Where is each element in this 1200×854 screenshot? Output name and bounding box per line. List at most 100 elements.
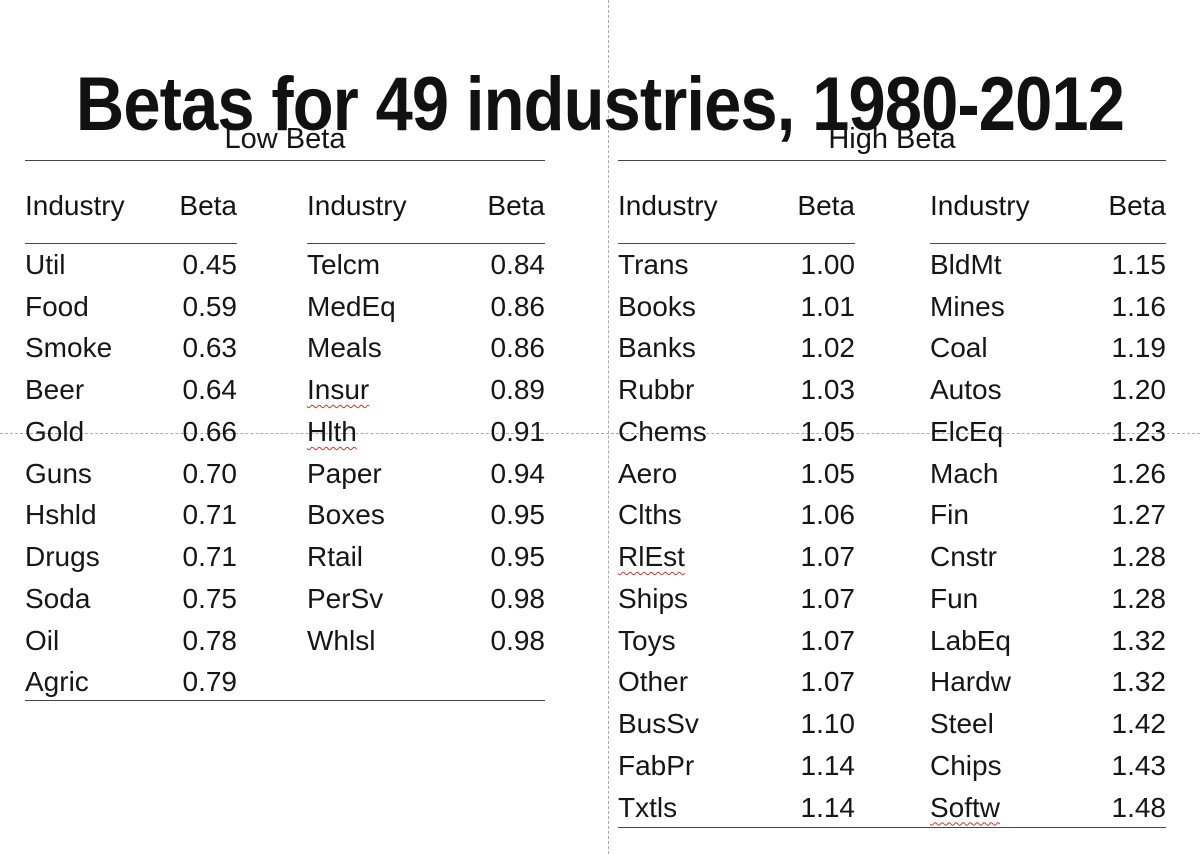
beta-cell: 1.16	[1111, 290, 1167, 322]
beta-cell: 0.98	[490, 624, 546, 656]
beta-cell: 1.23	[1111, 415, 1167, 447]
beta-cell: 0.95	[490, 541, 546, 573]
table-rows: BldMt 1.15 Mines 1.16 Coal 1.19 Autos 1.20 ElcEq…	[930, 244, 1166, 829]
table-row: Drugs 0.71	[25, 536, 237, 578]
table-row: Food 0.59	[25, 286, 237, 328]
high-beta-column-1: Industry Beta Trans 1.00 Books 1.01 Banks 1.0…	[618, 161, 855, 829]
low-beta-section: Low Beta Industry Beta Util 0.45 Food 0.59 S…	[25, 122, 545, 703]
table-row: Oil 0.78	[25, 620, 237, 662]
industry-cell: Rubbr	[618, 374, 695, 406]
table-row: Insur 0.89	[307, 369, 545, 411]
high-beta-column-2: Industry Beta BldMt 1.15 Mines 1.16 Coal 1.19…	[930, 161, 1166, 829]
beta-cell: 1.27	[1111, 499, 1167, 531]
table-row: Whlsl 0.98	[307, 620, 545, 662]
low-beta-bottom-rule	[25, 700, 545, 701]
table-row: BusSv 1.10	[618, 703, 855, 745]
industry-cell: Whlsl	[307, 624, 376, 656]
industry-cell: Hlth	[307, 415, 357, 447]
industry-header: Industry	[25, 190, 125, 221]
industry-cell: Paper	[307, 457, 382, 489]
table-row: Hlth 0.91	[307, 411, 545, 453]
industry-cell: Agric	[25, 666, 89, 698]
table-row: Trans 1.00	[618, 244, 855, 286]
beta-cell: 1.32	[1111, 624, 1167, 656]
table-row: Books 1.01	[618, 286, 855, 328]
table-row: Paper 0.94	[307, 453, 545, 495]
beta-cell: 1.28	[1111, 541, 1167, 573]
beta-cell: 0.71	[182, 499, 238, 531]
table-row: MedEq 0.86	[307, 286, 545, 328]
industry-cell: Mines	[930, 290, 1005, 322]
industry-cell: Txtls	[618, 791, 678, 823]
industry-header: Industry	[307, 190, 407, 221]
table-row: ElcEq 1.23	[930, 411, 1166, 453]
industry-cell: BldMt	[930, 248, 1002, 280]
column-header: Industry Beta	[930, 189, 1166, 244]
industry-cell: Hardw	[930, 666, 1011, 698]
beta-cell: 1.07	[800, 541, 856, 573]
table-row: Soda 0.75	[25, 578, 237, 620]
industry-cell: Boxes	[307, 499, 385, 531]
table-row: Other 1.07	[618, 662, 855, 704]
table-row: FabPr 1.14	[618, 745, 855, 787]
industry-cell: Guns	[25, 457, 92, 489]
beta-cell: 1.32	[1111, 666, 1167, 698]
industry-cell: Clths	[618, 499, 682, 531]
low-beta-columns: Industry Beta Util 0.45 Food 0.59 Smoke 0.63 B…	[25, 161, 545, 703]
industry-header: Industry	[618, 190, 718, 221]
industry-cell: Steel	[930, 708, 994, 740]
table-row: Hshld 0.71	[25, 495, 237, 537]
beta-header: Beta	[179, 190, 237, 221]
table-row: Chips 1.43	[930, 745, 1166, 787]
industry-cell: Chems	[618, 415, 707, 447]
table-row: Beer 0.64	[25, 369, 237, 411]
beta-cell: 1.06	[800, 499, 856, 531]
industry-cell: Cnstr	[930, 541, 997, 573]
high-beta-section-title: High Beta	[618, 122, 1166, 161]
beta-cell: 1.14	[800, 791, 856, 823]
beta-cell: 1.07	[800, 582, 856, 614]
beta-cell: 1.14	[800, 749, 856, 781]
table-row: Cnstr 1.28	[930, 536, 1166, 578]
beta-cell: 1.15	[1111, 248, 1167, 280]
table-row: Boxes 0.95	[307, 495, 545, 537]
beta-cell: 0.66	[182, 415, 238, 447]
table-row: Util 0.45	[25, 244, 237, 286]
beta-cell: 1.07	[800, 624, 856, 656]
table-row: Txtls 1.14	[618, 787, 855, 829]
high-beta-section: High Beta Industry Beta Trans 1.00 Books 1.…	[618, 122, 1166, 829]
table-row: Guns 0.70	[25, 453, 237, 495]
beta-cell: 1.05	[800, 415, 856, 447]
industry-cell: MedEq	[307, 290, 396, 322]
industry-header: Industry	[930, 190, 1030, 221]
industry-cell: Ships	[618, 582, 689, 614]
table-row: Chems 1.05	[618, 411, 855, 453]
table-row: Hardw 1.32	[930, 662, 1166, 704]
beta-header: Beta	[1108, 190, 1166, 221]
industry-cell: Telcm	[307, 248, 381, 280]
table-row: Telcm 0.84	[307, 244, 545, 286]
industry-cell: Coal	[930, 332, 988, 364]
industry-cell: Books	[618, 290, 696, 322]
beta-cell: 0.91	[490, 415, 546, 447]
industry-cell: BusSv	[618, 708, 699, 740]
table-row: LabEq 1.32	[930, 620, 1166, 662]
table-row: Smoke 0.63	[25, 328, 237, 370]
beta-cell: 1.48	[1111, 791, 1167, 823]
beta-cell: 1.28	[1111, 582, 1167, 614]
beta-cell: 0.45	[182, 248, 238, 280]
beta-cell: 1.20	[1111, 374, 1167, 406]
industry-cell: Smoke	[25, 332, 113, 364]
beta-cell: 0.63	[182, 332, 238, 364]
slide-title: Betas for 49 industries, 1980-2012	[75, 61, 1125, 147]
industry-cell: LabEq	[930, 624, 1011, 656]
table-row: Coal 1.19	[930, 328, 1166, 370]
low-beta-column-2: Industry Beta Telcm 0.84 MedEq 0.86 Meals 0.8…	[307, 161, 545, 703]
low-beta-section-title: Low Beta	[25, 122, 545, 161]
table-row: Mines 1.16	[930, 286, 1166, 328]
beta-cell: 0.70	[182, 457, 238, 489]
table-row: Rtail 0.95	[307, 536, 545, 578]
beta-cell: 0.78	[182, 624, 238, 656]
beta-cell: 1.00	[800, 248, 856, 280]
high-beta-columns: Industry Beta Trans 1.00 Books 1.01 Banks 1.0…	[618, 161, 1166, 829]
